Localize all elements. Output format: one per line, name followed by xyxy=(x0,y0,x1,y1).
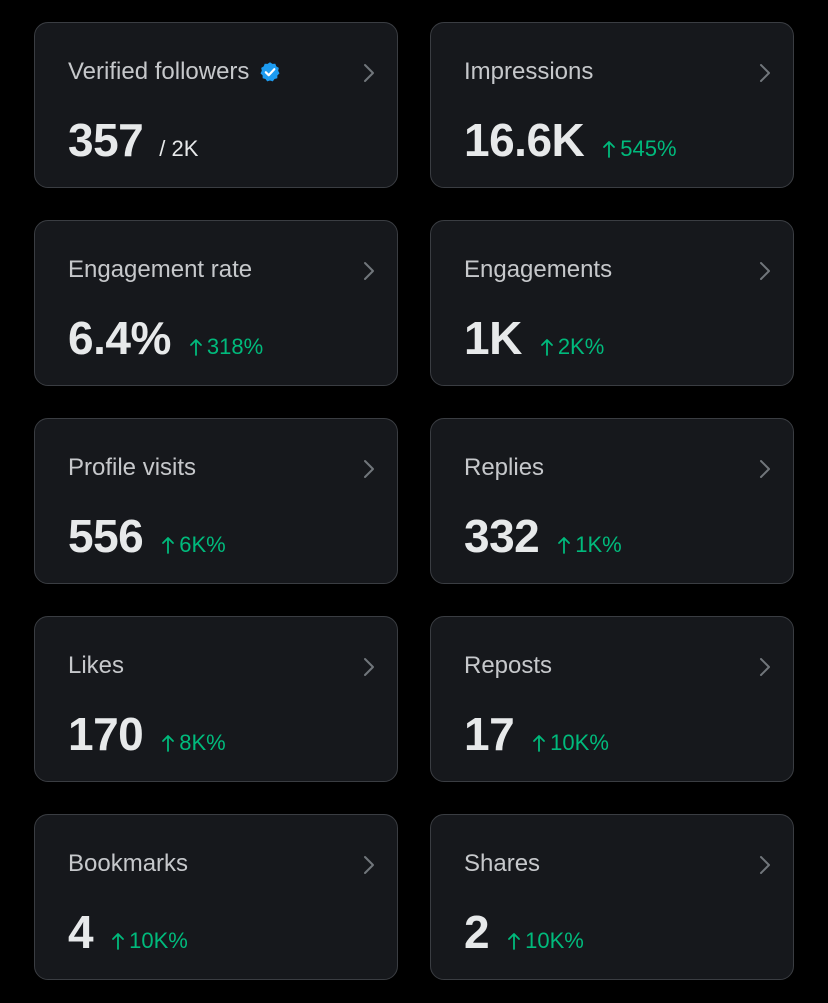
change-percent: 8K% xyxy=(179,730,226,755)
card-label: Engagement rate xyxy=(68,256,253,283)
value-row: 170 8K% xyxy=(68,709,226,759)
arrow-up-icon xyxy=(162,735,175,752)
change-percent: 545% xyxy=(620,136,677,161)
change-percent: 2K% xyxy=(557,334,605,359)
card-label-wrapper: Replies xyxy=(464,454,544,482)
change-percent: 10K% xyxy=(525,928,584,953)
value-row: 332 1K% xyxy=(464,511,622,561)
arrow-up-icon xyxy=(540,339,553,356)
chevron-right-icon xyxy=(364,856,374,874)
value-row: 2 10K% xyxy=(464,907,584,957)
card-label: Verified followers xyxy=(68,58,250,85)
card-label-wrapper: Verified followers xyxy=(68,58,281,86)
card-value: 6.4% xyxy=(68,312,171,364)
value-row: 357 / 2K xyxy=(68,115,198,165)
card-value: 16.6K xyxy=(464,114,585,166)
card-label-wrapper: Profile visits xyxy=(68,454,196,482)
chevron-right-icon xyxy=(760,262,770,280)
card-label-wrapper: Likes xyxy=(68,652,124,680)
card-label: Bookmarks xyxy=(68,850,189,877)
card-label: Engagements xyxy=(464,256,613,283)
change-indicator: 8K% xyxy=(161,730,226,756)
card-label: Likes xyxy=(68,652,125,679)
change-percent: 10K% xyxy=(129,928,188,953)
change-indicator: 10K% xyxy=(111,928,188,954)
arrow-up-icon xyxy=(603,141,616,158)
card-value: 170 xyxy=(68,708,144,760)
card-value: 1K xyxy=(464,312,522,364)
verified-badge-icon xyxy=(260,62,280,82)
card-value: 2 xyxy=(464,906,490,958)
value-row: 1K 2K% xyxy=(464,313,604,363)
card-label: Replies xyxy=(464,454,545,481)
card-value: 332 xyxy=(464,510,540,562)
card-replies[interactable]: Replies 332 1K% xyxy=(430,418,794,584)
value-row: 556 6K% xyxy=(68,511,226,561)
card-label-wrapper: Engagement rate xyxy=(68,256,252,284)
value-row: 17 10K% xyxy=(464,709,609,759)
card-value: 357 xyxy=(68,114,144,166)
change-percent: 6K% xyxy=(179,532,226,557)
change-indicator: 1K% xyxy=(557,532,622,558)
card-bookmarks[interactable]: Bookmarks 4 10K% xyxy=(34,814,398,980)
arrow-up-icon xyxy=(162,537,175,554)
card-shares[interactable]: Shares 2 10K% xyxy=(430,814,794,980)
card-value: 4 xyxy=(68,906,94,958)
card-subvalue: / 2K xyxy=(159,136,199,161)
chevron-right-icon xyxy=(364,460,374,478)
chevron-right-icon xyxy=(760,64,770,82)
value-row: 4 10K% xyxy=(68,907,188,957)
chevron-right-icon xyxy=(364,262,374,280)
value-row: 6.4% 318% xyxy=(68,313,263,363)
arrow-up-icon xyxy=(558,537,571,554)
change-indicator: 10K% xyxy=(507,928,584,954)
change-percent: 10K% xyxy=(550,730,609,755)
card-profile-visits[interactable]: Profile visits 556 6K% xyxy=(34,418,398,584)
card-impressions[interactable]: Impressions 16.6K 545% xyxy=(430,22,794,188)
card-likes[interactable]: Likes 170 8K% xyxy=(34,616,398,782)
arrow-up-icon xyxy=(189,339,202,356)
metrics-grid: Verified followers 357 / 2K Impressions … xyxy=(34,22,794,980)
change-indicator: 318% xyxy=(189,334,263,360)
card-label: Impressions xyxy=(464,58,594,85)
card-value: 556 xyxy=(68,510,144,562)
change-percent: 318% xyxy=(206,334,264,359)
change-indicator: 545% xyxy=(602,136,677,162)
card-label-wrapper: Bookmarks xyxy=(68,850,188,878)
chevron-right-icon xyxy=(760,856,770,874)
arrow-up-icon xyxy=(533,735,546,752)
card-verified-followers[interactable]: Verified followers 357 / 2K xyxy=(34,22,398,188)
arrow-up-icon xyxy=(112,933,124,950)
card-label-wrapper: Reposts xyxy=(464,652,552,680)
card-label: Shares xyxy=(464,850,541,877)
card-engagement-rate[interactable]: Engagement rate 6.4% 318% xyxy=(34,220,398,386)
chevron-right-icon xyxy=(364,64,374,82)
card-value: 17 xyxy=(464,708,515,760)
change-indicator: 6K% xyxy=(161,532,226,558)
card-label-wrapper: Engagements xyxy=(464,256,612,284)
card-label-wrapper: Shares xyxy=(464,850,540,878)
card-label: Profile visits xyxy=(68,454,197,481)
chevron-right-icon xyxy=(364,658,374,676)
change-indicator: 2K% xyxy=(540,334,604,360)
card-label-wrapper: Impressions xyxy=(464,58,593,86)
arrow-up-icon xyxy=(508,933,520,950)
value-row: 16.6K 545% xyxy=(464,115,677,165)
chevron-right-icon xyxy=(760,460,770,478)
change-percent: 1K% xyxy=(575,532,622,557)
card-engagements[interactable]: Engagements 1K 2K% xyxy=(430,220,794,386)
change-indicator: 10K% xyxy=(532,730,609,756)
card-label: Reposts xyxy=(464,652,553,679)
chevron-right-icon xyxy=(760,658,770,676)
card-reposts[interactable]: Reposts 17 10K% xyxy=(430,616,794,782)
